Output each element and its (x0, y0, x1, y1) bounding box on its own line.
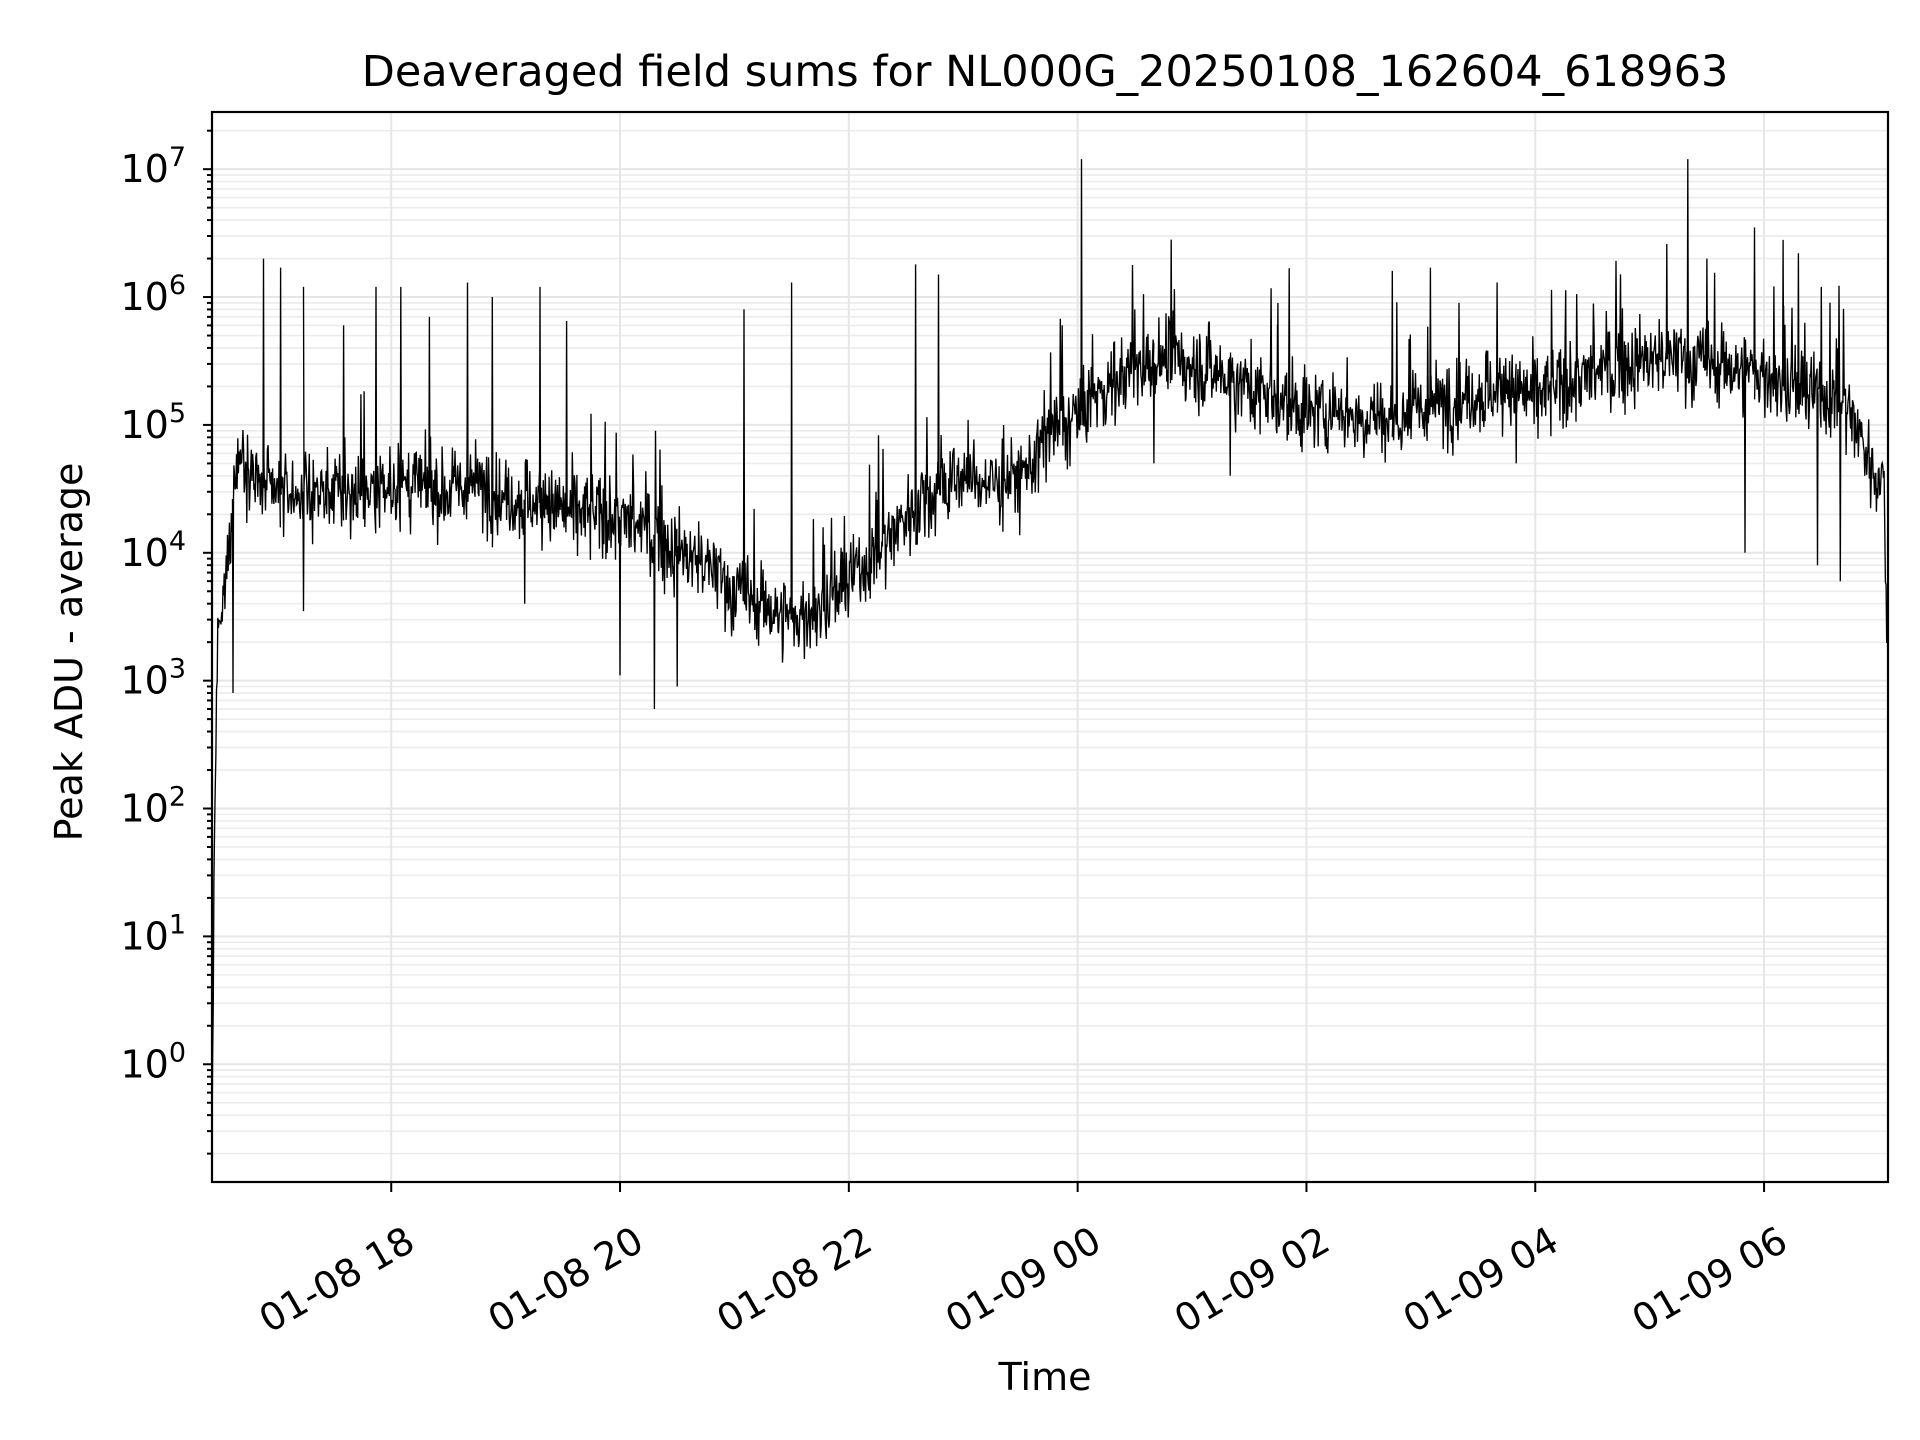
x-axis-ticks: 01-08 18 01-08 20 01-08 22 01-09 00 01-09 02… (252, 1182, 1795, 1341)
y-tick-label: 102 (120, 782, 186, 831)
y-tick-label: 106 (120, 270, 186, 319)
y-tick-label: 107 (120, 142, 186, 191)
plot-layer (211, 159, 1889, 1143)
grid-layer (212, 112, 1888, 1182)
chart-title: Deaveraged field sums for NL000G_2025010… (362, 47, 1729, 97)
y-tick-label: 104 (120, 526, 186, 575)
x-tick-label: 01-08 18 (252, 1218, 422, 1342)
series-line (211, 159, 1889, 1143)
y-tick-label: 105 (120, 398, 186, 447)
y-tick-label: 103 (120, 654, 186, 703)
x-tick-label: 01-08 20 (481, 1218, 651, 1342)
y-axis-label: Peak ADU - average (47, 463, 91, 842)
y-axis-ticks: 100 101 102 103 104 105 106 107 (120, 129, 212, 1155)
x-tick-label: 01-09 02 (1167, 1218, 1337, 1342)
plot-frame (210, 110, 1890, 1184)
y-tick-label: 101 (120, 909, 186, 958)
x-tick-label: 01-08 22 (709, 1218, 879, 1342)
x-tick-label: 01-09 06 (1625, 1218, 1795, 1342)
x-axis-label: Time (998, 1355, 1092, 1399)
x-tick-label: 01-09 04 (1396, 1218, 1566, 1342)
x-tick-label: 01-09 00 (938, 1218, 1108, 1342)
y-tick-label: 100 (120, 1037, 186, 1086)
